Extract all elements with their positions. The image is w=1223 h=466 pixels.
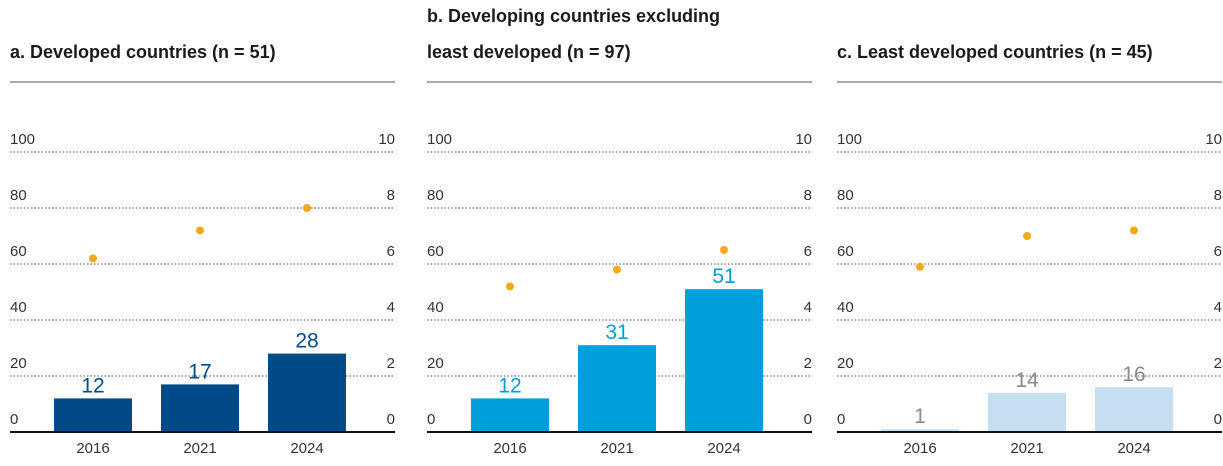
y-tick-label: 60 xyxy=(10,243,27,260)
bar xyxy=(161,384,239,432)
y2-tick-label: 10 xyxy=(795,131,812,148)
bar xyxy=(54,398,132,432)
title-line: least developed (n = 97) xyxy=(427,42,631,62)
y-tick-label: 80 xyxy=(10,187,27,204)
y2-tick-label: 4 xyxy=(1214,299,1222,316)
y-tick-label: 80 xyxy=(837,187,854,204)
dot xyxy=(1023,232,1031,240)
bar xyxy=(1095,387,1173,432)
y2-tick-label: 0 xyxy=(1214,411,1222,428)
bar xyxy=(578,345,656,432)
y-tick-label: 20 xyxy=(10,355,27,372)
x-tick-label: 2021 xyxy=(1010,440,1043,457)
bar xyxy=(471,398,549,432)
dot xyxy=(613,265,621,274)
value-label: 51 xyxy=(712,265,735,288)
value-label: 1 xyxy=(914,405,926,428)
panel-title: c. Least developed countries (n = 45) xyxy=(837,0,1223,70)
x-tick-label: 2024 xyxy=(1117,440,1150,457)
y2-tick-label: 10 xyxy=(1205,131,1222,148)
y-tick-label: 100 xyxy=(837,131,862,148)
dot xyxy=(720,246,728,254)
bar xyxy=(685,289,763,432)
value-label: 12 xyxy=(81,374,104,397)
y2-tick-label: 8 xyxy=(387,187,395,204)
x-tick-label: 2021 xyxy=(183,440,216,457)
y2-tick-label: 2 xyxy=(804,355,812,372)
y2-tick-label: 10 xyxy=(378,131,395,148)
panel-title: b. Developing countries excluding least d… xyxy=(427,0,817,70)
bar xyxy=(268,353,346,432)
dot xyxy=(506,282,514,291)
value-label: 17 xyxy=(188,360,211,383)
y-tick-label: 0 xyxy=(427,411,435,428)
y-tick-label: 40 xyxy=(10,299,27,316)
y2-tick-label: 6 xyxy=(1214,243,1222,260)
x-tick-label: 2024 xyxy=(290,440,323,457)
y2-tick-label: 8 xyxy=(804,187,812,204)
value-label: 31 xyxy=(605,321,628,344)
x-tick-label: 2024 xyxy=(707,440,740,457)
y2-tick-label: 2 xyxy=(1214,355,1222,372)
y-tick-label: 60 xyxy=(427,243,444,260)
y2-tick-label: 4 xyxy=(387,299,395,316)
y-tick-label: 0 xyxy=(837,411,845,428)
y2-tick-label: 4 xyxy=(804,299,812,316)
dot xyxy=(916,262,924,271)
y-tick-label: 100 xyxy=(427,131,452,148)
x-tick-label: 2016 xyxy=(76,440,109,457)
x-tick-label: 2016 xyxy=(493,440,526,457)
bar xyxy=(988,392,1066,432)
y2-tick-label: 0 xyxy=(804,411,812,428)
y2-tick-label: 8 xyxy=(1214,187,1222,204)
value-label: 12 xyxy=(498,374,521,397)
value-label: 28 xyxy=(295,330,318,353)
bar xyxy=(881,429,959,432)
x-tick-label: 2016 xyxy=(903,440,936,457)
dot xyxy=(303,204,311,212)
dot xyxy=(89,254,97,263)
y2-tick-label: 6 xyxy=(804,243,812,260)
dot xyxy=(1130,226,1138,235)
y-tick-label: 40 xyxy=(837,299,854,316)
y-tick-label: 60 xyxy=(837,243,854,260)
panel-title: a. Developed countries (n = 51) xyxy=(10,0,400,70)
y-tick-label: 20 xyxy=(837,355,854,372)
dot xyxy=(196,226,204,235)
title-line: b. Developing countries excluding xyxy=(427,6,721,26)
y-tick-label: 80 xyxy=(427,187,444,204)
value-label: 16 xyxy=(1122,363,1145,386)
y-tick-label: 0 xyxy=(10,411,18,428)
y-tick-label: 100 xyxy=(10,131,35,148)
y-tick-label: 40 xyxy=(427,299,444,316)
title-line: a. Developed countries (n = 51) xyxy=(10,42,276,62)
x-tick-label: 2021 xyxy=(600,440,633,457)
y2-tick-label: 6 xyxy=(387,243,395,260)
y2-tick-label: 2 xyxy=(387,355,395,372)
y2-tick-label: 0 xyxy=(387,411,395,428)
y-tick-label: 20 xyxy=(427,355,444,372)
title-line: c. Least developed countries (n = 45) xyxy=(837,42,1153,62)
value-label: 14 xyxy=(1015,369,1039,392)
